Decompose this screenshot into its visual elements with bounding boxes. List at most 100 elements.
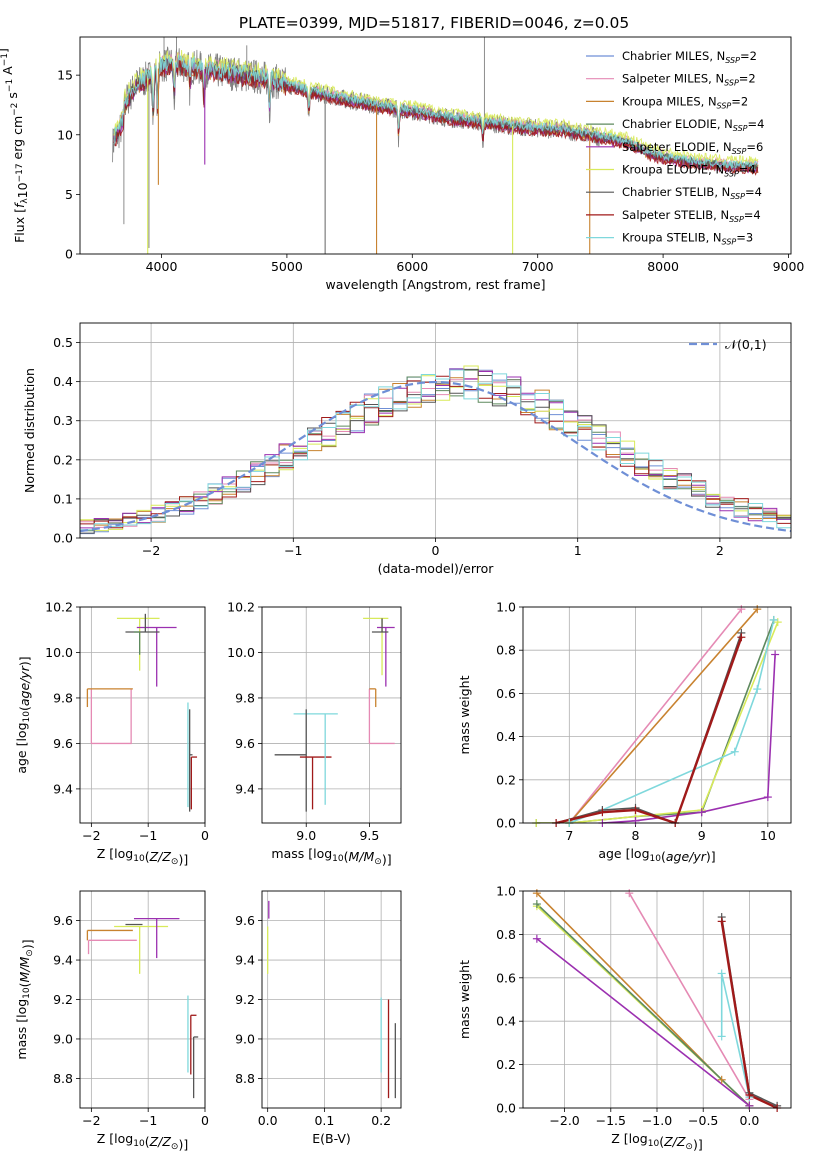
y-tick-label: 10.0 xyxy=(227,645,255,660)
x-tick-label: 0.1 xyxy=(314,1113,334,1128)
y-tick-label: 0.0 xyxy=(496,1101,516,1116)
x-tick-label: −2.0 xyxy=(549,1113,579,1128)
x-tick-label: 7000 xyxy=(522,259,554,274)
y-tick-label: 0 xyxy=(65,247,73,262)
y-tick-label: 10.2 xyxy=(227,600,255,615)
plot-area-spectrum xyxy=(112,37,759,254)
y-tick-label: 0.8 xyxy=(496,643,516,658)
axes-frame xyxy=(522,606,792,824)
figure-title: PLATE=0399, MJD=51817, FIBERID=0046, z=0… xyxy=(239,14,629,32)
y-tick-label: 9.0 xyxy=(235,1031,255,1046)
panel-mass-vs-Z: −2 −1 08.89.09.29.49.6Z [log10(Z/Z⊙)]mass … xyxy=(14,890,209,1152)
weight-line-chabrier_elodie xyxy=(536,903,750,1107)
plot-area-age-vs-Z xyxy=(86,613,198,812)
x-tick-label: 10 xyxy=(760,828,776,843)
x-tick-label: −2 xyxy=(142,543,160,558)
x-tick-label: −1 xyxy=(284,543,302,558)
x-tick-label: −0.5 xyxy=(688,1113,718,1128)
x-tick-label: 7 xyxy=(565,828,573,843)
histogram-chabrier_miles xyxy=(80,368,791,538)
errorbar-box xyxy=(90,688,132,745)
x-axis-label: age [log10(age/yr)] xyxy=(598,846,715,864)
y-tick-label: 15 xyxy=(57,68,73,83)
axes-frame xyxy=(79,322,792,539)
legend-entry: Kroupa MILES, NSSP=2 xyxy=(622,94,748,110)
y-tick-label: 0.4 xyxy=(496,729,516,744)
x-axis-label: wavelength [Angstrom, rest frame] xyxy=(325,277,545,292)
model-spectrum-line xyxy=(113,58,759,176)
legend-entry: Kroupa ELODIE, NSSP=4 xyxy=(622,163,756,179)
y-tick-label: 1.0 xyxy=(496,884,516,899)
x-tick-label: 9.5 xyxy=(359,828,379,843)
x-axis-label: (data-model)/error xyxy=(378,561,495,576)
plot-area-mass-vs-Z xyxy=(86,917,199,1099)
x-tick-label: 4000 xyxy=(146,259,178,274)
weight-line-salpeter_elodie xyxy=(536,938,750,1107)
panel-mass-weight-vs-age: 7 8 9 10 0.0 0.2 0.4 0.6 0.8 1.0 age [log10(age/yr… xyxy=(457,600,792,864)
y-tick-label: 9.6 xyxy=(53,913,73,928)
normal-reference-curve xyxy=(80,380,791,533)
y-tick-label: 9.2 xyxy=(235,992,255,1007)
histogram-chabrier_elodie xyxy=(80,369,791,538)
model-spectrum-line xyxy=(113,56,759,172)
axes-frame xyxy=(79,36,792,255)
panel-mass-vs-ebv: 0.0 0.1 0.2 8.8 9.0 9.2 9.4 9.6 E(B-V) xyxy=(235,890,402,1146)
y-axis-label: mass weight xyxy=(457,960,472,1039)
weight-line-salpeter_miles xyxy=(628,892,751,1100)
y-tick-label: 9.4 xyxy=(235,781,255,796)
y-tick-label: 9.4 xyxy=(53,781,73,796)
y-tick-label: 0.2 xyxy=(496,772,516,787)
x-tick-label: −2 xyxy=(82,1113,100,1128)
y-axis-label: age [log10(age/yr)] xyxy=(14,656,32,773)
y-tick-label: 0.3 xyxy=(53,413,73,428)
x-tick-label: 0 xyxy=(432,543,440,558)
y-tick-label: 9.4 xyxy=(235,953,255,968)
y-tick-label: 0.4 xyxy=(53,374,73,389)
y-tick-label: 9.6 xyxy=(53,736,73,751)
panel-age-vs-Z: −2 −1 09.49.69.810.010.2Z [log10(Z/Z⊙)]age… xyxy=(14,600,209,868)
x-tick-label: −1.5 xyxy=(596,1113,626,1128)
y-tick-label: 0.2 xyxy=(53,452,73,467)
axes-frame xyxy=(522,890,792,1109)
panel-mass-weight-vs-Z: −2.0 −1.5 −1.0 −0.5 0.00.00.20.40.60.81.0Z [… xyxy=(457,884,792,1152)
y-tick-label: 5 xyxy=(65,187,73,202)
histogram-kroupa_stelib xyxy=(80,369,791,538)
y-tick-label: 10.2 xyxy=(45,600,73,615)
plot-area-mass-vs-ebv xyxy=(267,900,396,1099)
y-tick-label: 0.4 xyxy=(496,1014,516,1029)
weight-line-salpeter_miles xyxy=(568,608,743,823)
weight-line-kroupa_miles xyxy=(568,608,758,823)
legend-entry: Chabrier ELODIE, NSSP=4 xyxy=(622,117,764,133)
y-tick-label: 9.8 xyxy=(235,690,255,705)
y-axis-label: Normed distribution xyxy=(22,368,37,493)
x-tick-label: 8 xyxy=(632,828,640,843)
x-tick-label: 0 xyxy=(201,1113,209,1128)
x-tick-label: −1 xyxy=(139,1113,157,1128)
x-tick-label: 0.2 xyxy=(371,1113,391,1128)
y-tick-label: 0.0 xyxy=(496,816,516,831)
y-tick-label: 10.0 xyxy=(45,645,73,660)
x-tick-label: 0.0 xyxy=(739,1113,759,1128)
y-tick-label: 9.4 xyxy=(53,953,73,968)
legend-entry: Chabrier MILES, NSSP=2 xyxy=(622,49,757,65)
legend-entry: Salpeter STELIB, NSSP=4 xyxy=(622,208,761,224)
model-spectrum-line xyxy=(113,54,759,170)
y-tick-label: 0.6 xyxy=(496,686,516,701)
y-tick-label: 0.8 xyxy=(496,927,516,942)
x-axis-label: E(B-V) xyxy=(312,1131,351,1146)
x-tick-label: −1 xyxy=(139,828,157,843)
y-tick-label: 9.6 xyxy=(235,736,255,751)
plot-area-residuals xyxy=(80,365,791,538)
y-tick-label: 9.0 xyxy=(53,1031,73,1046)
legend-entry: Kroupa STELIB, NSSP=3 xyxy=(622,231,753,247)
axes-frame xyxy=(79,606,206,824)
x-tick-label: −2 xyxy=(82,828,100,843)
histogram-salpeter_miles xyxy=(80,370,791,538)
y-tick-label: 0.6 xyxy=(496,970,516,985)
x-tick-label: 2 xyxy=(716,543,724,558)
legend-entry: 𝒩(0,1) xyxy=(725,337,767,352)
y-axis-label: mass weight xyxy=(457,675,472,754)
x-tick-label: 0.0 xyxy=(258,1113,278,1128)
panel-spectrum: 4000 5000 6000 7000 8000 9000 0 5 10 15 wavelength… xyxy=(0,36,804,292)
axes-frame xyxy=(79,890,206,1109)
